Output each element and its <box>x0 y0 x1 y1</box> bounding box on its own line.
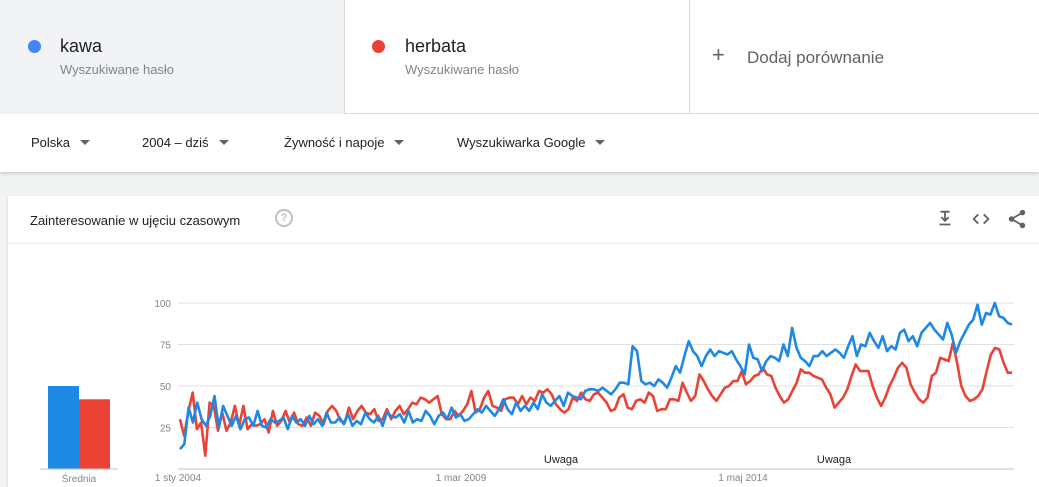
series-line-kawa <box>179 301 1013 450</box>
annotation-label: Uwaga <box>817 454 852 466</box>
y-tick-label: 75 <box>160 341 172 352</box>
average-bar-kawa <box>48 386 79 469</box>
embed-code-icon[interactable] <box>970 208 992 230</box>
filter-search-type[interactable]: Wyszukiwarka Google <box>457 135 606 150</box>
filter-time-range[interactable]: 2004 – dziś <box>142 135 229 150</box>
dropdown-caret-icon <box>80 140 91 145</box>
term-name: herbata <box>405 36 467 56</box>
x-tick-label: 1 maj 2014 <box>718 473 768 484</box>
dropdown-caret-icon <box>595 140 606 145</box>
interest-over-time-card: Zainteresowanie w ujęciu czasowym ? 25 50… <box>8 196 1039 487</box>
y-tick-label: 100 <box>154 299 171 310</box>
term-card-herbata[interactable]: herbata Wyszukiwane hasło <box>345 0 690 114</box>
term-card-kawa[interactable]: kawa Wyszukiwane hasło <box>0 0 345 114</box>
add-comparison-label: Dodaj porównanie <box>747 48 885 67</box>
series-line-herbata <box>178 341 1012 458</box>
y-tick-label: 25 <box>160 424 172 435</box>
card-header: Zainteresowanie w ujęciu czasowym ? <box>8 196 1039 244</box>
search-terms-bar: kawa Wyszukiwane hasło herbata Wyszukiwa… <box>0 0 1039 114</box>
filters-bar: Polska 2004 – dziś Żywność i napoje Wysz… <box>0 114 1039 172</box>
filter-label: Żywność i napoje <box>284 135 385 150</box>
x-tick-label: 1 mar 2009 <box>436 473 487 484</box>
help-icon[interactable]: ? <box>275 209 293 227</box>
add-comparison-button[interactable]: + Dodaj porównanie <box>690 0 1039 114</box>
average-label: Średnia <box>62 472 97 485</box>
share-icon[interactable] <box>1006 208 1028 230</box>
annotation-label: Uwaga <box>544 454 579 466</box>
term-color-dot <box>372 40 385 53</box>
filter-category[interactable]: Żywność i napoje <box>284 135 405 150</box>
dropdown-caret-icon <box>394 140 405 145</box>
filter-label: 2004 – dziś <box>142 135 209 150</box>
filter-label: Wyszukiwarka Google <box>457 135 586 150</box>
average-bar-herbata <box>79 399 110 469</box>
term-name: kawa <box>60 36 103 56</box>
interest-chart: 25 50 75 100 1 sty 2004 1 mar 2009 1 maj 2014 U… <box>40 299 1014 485</box>
download-icon[interactable] <box>934 208 956 230</box>
term-color-dot <box>28 40 41 53</box>
card-title: Zainteresowanie w ujęciu czasowym <box>30 213 241 228</box>
term-subtitle: Wyszukiwane hasło <box>60 62 175 77</box>
filter-location[interactable]: Polska <box>31 135 91 150</box>
plus-icon: + <box>712 42 725 67</box>
dropdown-caret-icon <box>218 140 229 145</box>
x-tick-label: 1 sty 2004 <box>155 473 202 484</box>
filter-label: Polska <box>31 135 71 150</box>
y-tick-label: 50 <box>160 382 172 393</box>
term-subtitle: Wyszukiwane hasło <box>405 62 520 77</box>
